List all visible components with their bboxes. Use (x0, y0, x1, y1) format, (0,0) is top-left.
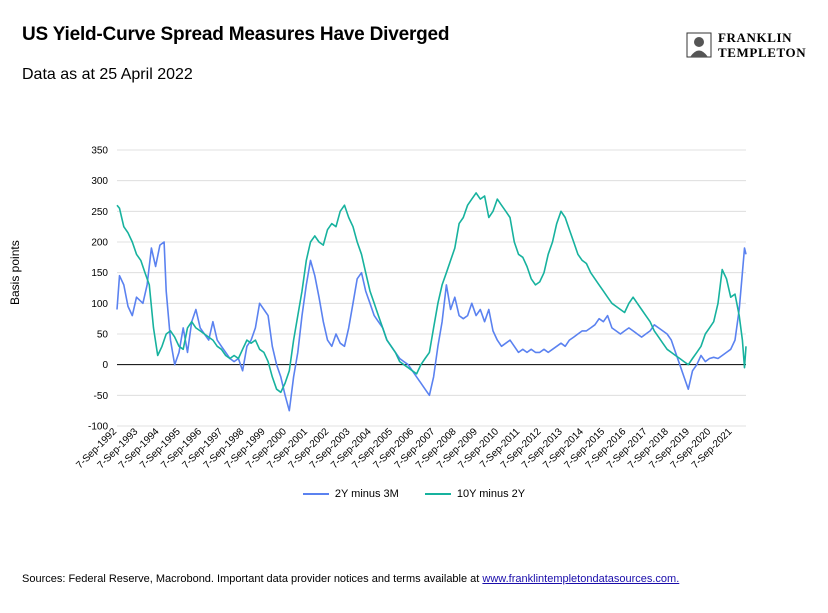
series-line-2y-minus-3m (116, 241, 747, 412)
legend-item-10y-2y: 10Y minus 2Y (424, 488, 526, 500)
source-text: Sources: Federal Reserve, Macrobond. Imp… (22, 573, 483, 585)
logo-wordmark: FRANKLIN TEMPLETON (718, 30, 806, 60)
franklin-templeton-logo: FRANKLIN TEMPLETON (686, 30, 806, 60)
y-tick-label: 250 (91, 207, 108, 218)
y-tick-label: 300 (91, 176, 108, 187)
source-note: Sources: Federal Reserve, Macrobond. Imp… (22, 573, 679, 585)
y-tick-label: 100 (91, 299, 108, 310)
y-tick-label: 350 (91, 146, 108, 157)
chart-legend: 2Y minus 3M 10Y minus 2Y (0, 488, 828, 500)
line-chart: 350300250200150100500-50-1007-Sep-19927-… (74, 146, 747, 471)
y-tick-label: 200 (91, 238, 108, 249)
logo-line-2: TEMPLETON (718, 45, 807, 60)
legend-item-2y-3m: 2Y minus 3M (302, 488, 399, 500)
y-tick-label: 0 (102, 360, 108, 371)
series-line-10y-minus-2y (116, 192, 747, 394)
chart-subtitle: Data as at 25 April 2022 (22, 66, 193, 83)
source-link[interactable]: www.franklintempletondatasources.com. (482, 573, 680, 585)
legend-label-10y-2y: 10Y minus 2Y (456, 488, 526, 500)
legend-swatch-10y-2y (424, 493, 451, 495)
chart-title: US Yield-Curve Spread Measures Have Dive… (22, 24, 450, 45)
franklin-portrait-icon (686, 32, 712, 58)
y-tick-label: 150 (91, 268, 108, 279)
y-tick-label: -100 (88, 422, 108, 433)
y-tick-label: -50 (94, 391, 109, 402)
legend-label-2y-3m: 2Y minus 3M (334, 488, 399, 500)
y-tick-label: 50 (97, 330, 109, 341)
logo-line-1: FRANKLIN (718, 30, 793, 45)
legend-swatch-2y-3m (302, 493, 329, 495)
